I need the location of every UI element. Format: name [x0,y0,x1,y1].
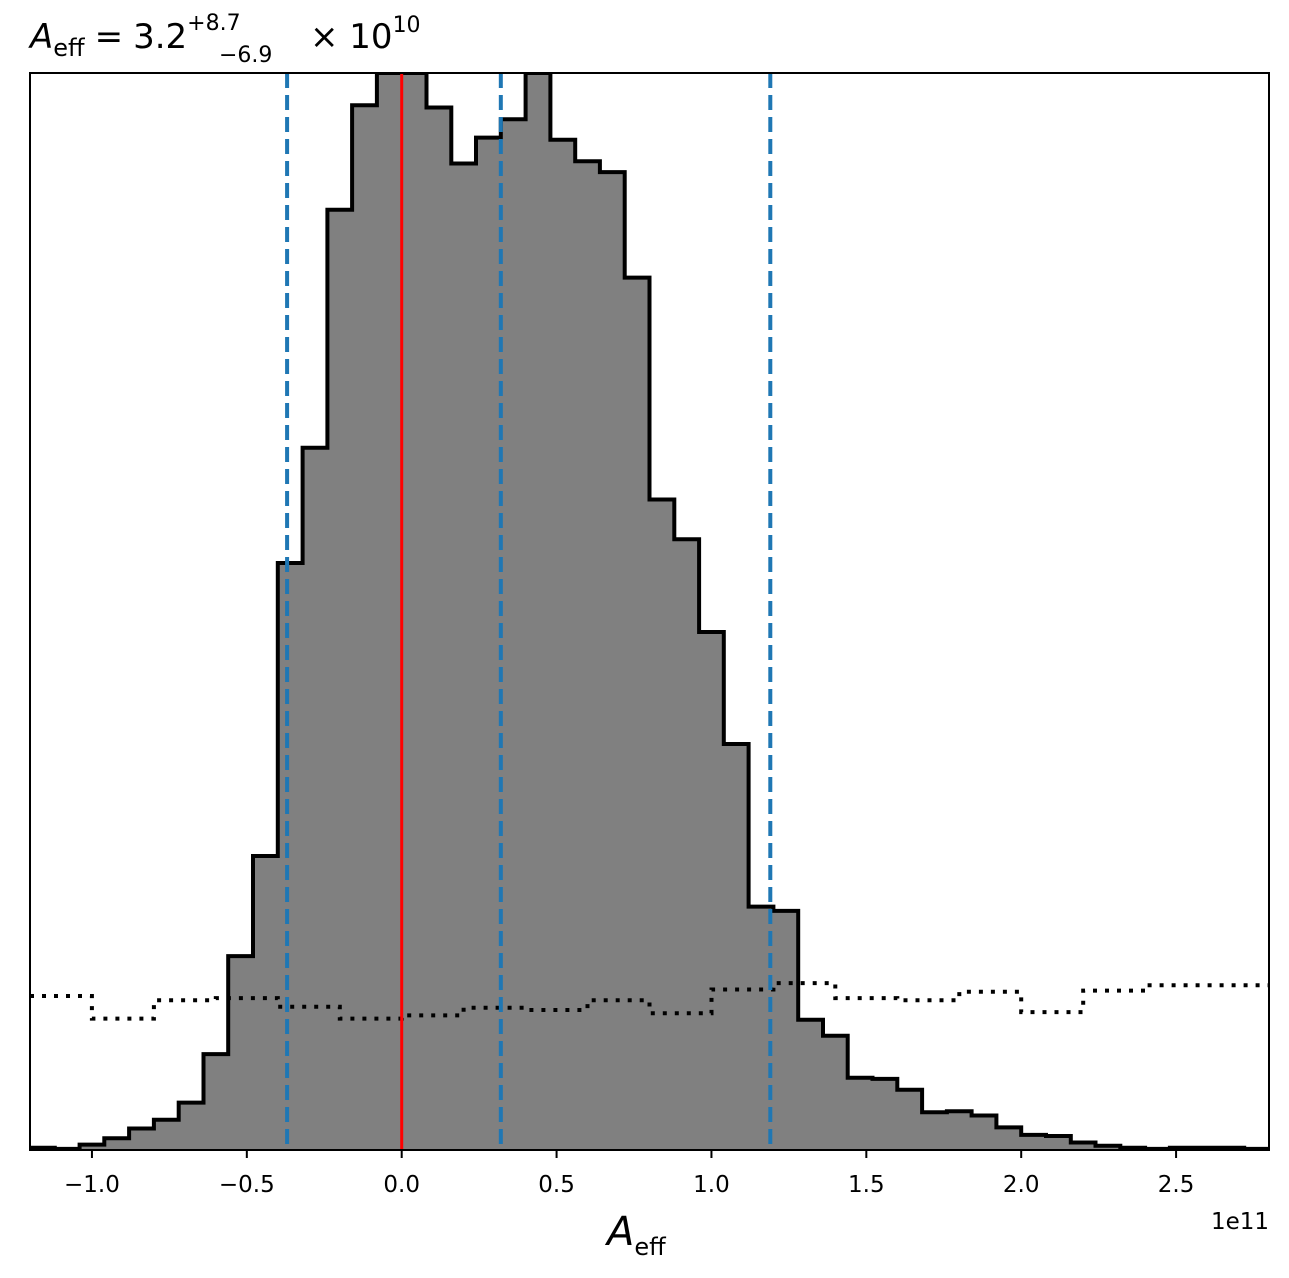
title-symbol-sub: eff [53,34,85,62]
posterior-fill [30,73,1269,1150]
title-lower-error: −6.9 [219,43,272,68]
x-axis-ticks: −1.0 −0.5 0.0 0.5 1.0 1.5 2.0 2.5 [64,1150,1194,1198]
axes-frame [29,72,1270,1151]
x-tick-label: 1.5 [848,1172,885,1198]
title-exponent: 10 [393,13,421,38]
title-times-ten: × 10 [310,17,393,57]
posterior-histogram-outline [30,73,1269,1150]
x-tick-label: −0.5 [219,1172,275,1198]
title-upper-error: +8.7 [187,11,240,36]
x-axis-label: Aeff [604,1209,666,1261]
title-symbol: A [28,17,53,57]
x-tick-label: 0.0 [383,1172,420,1198]
chart-title: Aeff = 3.2+8.7 −6.9 × 1010 [28,11,421,68]
title-equals: = [95,17,124,57]
xlabel-symbol: A [604,1209,634,1255]
x-offset-label: 1e11 [1211,1209,1269,1235]
x-tick-label: 1.0 [693,1172,730,1198]
x-tick-label: 2.0 [1003,1172,1040,1198]
x-tick-label: 2.5 [1158,1172,1195,1198]
x-tick-label: 0.5 [538,1172,575,1198]
plot-area [30,73,1269,1150]
title-value: 3.2 [133,17,187,57]
x-tick-label: −1.0 [64,1172,120,1198]
xlabel-sub: eff [634,1233,666,1261]
